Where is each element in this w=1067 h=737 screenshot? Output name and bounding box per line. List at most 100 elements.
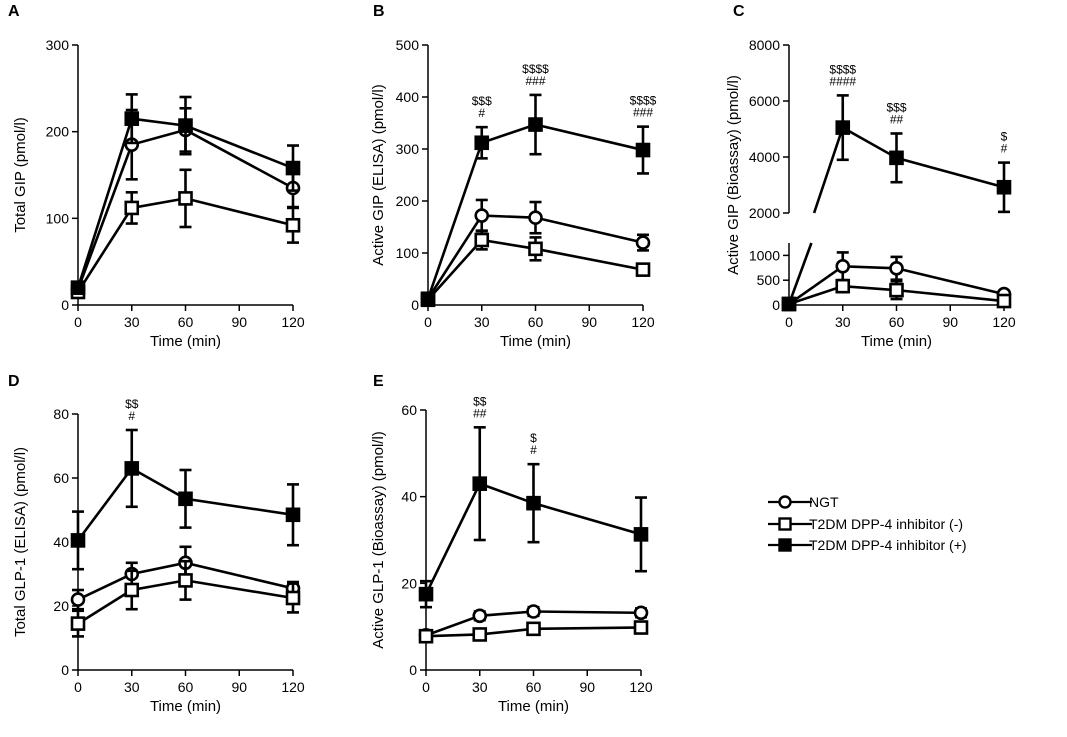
data-point-marker [526,604,541,619]
data-point-marker [526,621,541,637]
series-line [76,128,294,290]
significance-annotation: $$$$ [522,62,549,76]
data-point-marker [124,111,140,126]
panel-label: B [373,3,385,20]
data-point-marker [635,142,651,158]
series-line [896,156,1005,189]
y-tick-label: 6000 [749,93,780,109]
y-tick-label: 0 [409,662,417,678]
y-tick-label: 20 [401,575,417,591]
significance-annotation: ## [890,112,904,126]
legend-label: NGT [809,494,839,510]
data-point-marker [124,200,140,216]
square-open-marker-icon [778,517,792,531]
significance-annotation: $ [1001,130,1008,144]
series-t2dm-dpp-4-inhibitor [781,94,1012,312]
significance-annotation: $$$$ [829,62,856,76]
y-axis-title: Active GLP-1 (Bioassay) (pmol/l) [370,431,387,649]
data-point-marker [418,628,434,644]
series-line [77,579,294,625]
data-point-marker [635,262,651,277]
data-point-marker [835,259,851,274]
data-point-marker [633,620,649,635]
y-tick-label: 20 [53,598,69,614]
x-tick-label: 120 [631,314,655,330]
x-tick-label: 90 [231,679,247,695]
x-tick-label: 60 [526,679,542,695]
series-line [427,238,644,301]
x-tick-label: 90 [579,679,595,695]
significance-annotation: $$$ [472,94,492,108]
y-tick-label: 300 [396,141,420,157]
data-point-marker [472,608,488,624]
panel-label: D [8,373,20,390]
x-axis-title: Time (min) [861,333,932,350]
series-t2dm-dpp-4-inhibitor [70,559,301,638]
series-t2dm-dpp-4-inhibitor [418,620,649,644]
data-point-marker [70,592,86,607]
panel-e: E 0 20 40 60 0 30 60 90 120 Time (min) Active GLP-1… [370,373,653,715]
data-point-marker [528,117,543,132]
x-tick-label: 0 [785,314,793,330]
y-axis-title: Total GLP-1 (ELISA) (pmol/l) [12,447,29,637]
series-t2dm-dpp-4-inhibitor [418,426,649,609]
data-point-marker [633,605,649,621]
significance-annotation: # [478,106,485,120]
data-point-marker [889,282,904,298]
x-tick-label: 60 [178,314,194,330]
data-point-marker [70,533,86,548]
series-line [842,126,898,159]
x-tick-label: 90 [231,314,247,330]
significance-annotation: # [530,443,537,457]
data-point-marker [178,191,193,206]
x-tick-label: 120 [281,679,305,695]
significance-annotation: $$$$ [630,94,657,108]
series-line [812,127,844,214]
series-line [425,610,642,637]
y-tick-label: 2000 [749,205,780,221]
x-tick-label: 30 [124,679,140,695]
y-axis-title: Total GIP (pmol/l) [12,117,29,233]
y-tick-label: 0 [411,297,419,313]
data-point-marker [633,527,649,542]
data-point-marker [528,241,543,257]
data-point-marker [285,217,301,233]
y-tick-label: 400 [396,89,420,105]
x-tick-label: 30 [474,314,490,330]
data-point-marker [472,476,488,491]
x-tick-label: 30 [124,314,140,330]
significance-annotation: ### [633,106,653,120]
x-tick-label: 0 [74,679,82,695]
x-tick-label: 0 [74,314,82,330]
data-point-marker [996,293,1012,309]
y-tick-label: 100 [396,245,420,261]
x-tick-label: 30 [472,679,488,695]
series-line [76,117,294,289]
legend-label: T2DM DPP-4 inhibitor (-) [809,516,963,532]
series-t2dm-dpp-4-inhibitor [70,93,301,295]
legend-item-t2dm-with-inhibitor: T2DM DPP-4 inhibitor (+) [768,537,967,553]
data-point-marker [178,118,193,133]
x-tick-label: 0 [424,314,432,330]
x-axis-title: Time (min) [500,333,571,350]
series-line [424,482,642,595]
legend-label: T2DM DPP-4 inhibitor (+) [809,537,967,553]
data-point-marker [474,135,490,151]
panel-label: C [733,3,745,20]
x-axis-title: Time (min) [150,333,221,350]
panel-label: A [8,3,20,20]
data-point-marker [418,586,434,602]
series-t2dm-dpp-4-inhibitor [70,428,301,571]
y-axis-title: Active GIP (Bioassay) (pmol/l) [725,75,742,275]
panel-label: E [373,373,384,390]
y-tick-label: 500 [396,37,420,53]
legend-item-t2dm-without-inhibitor: T2DM DPP-4 inhibitor (-) [768,516,963,532]
y-tick-label: 200 [46,124,70,140]
data-point-marker [124,461,140,476]
series-line [426,214,644,300]
data-point-marker [526,495,541,511]
panel-b: B 0 100 200 300 400 500 0 30 60 90 120 Time (min) Act… [370,3,657,350]
legend-item-ngt: NGT [768,494,839,510]
significance-annotation: ### [525,74,545,88]
